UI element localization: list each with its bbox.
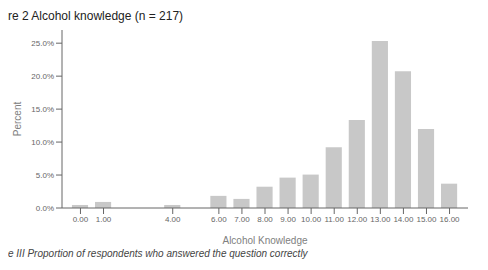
svg-text:5.0%: 5.0%: [36, 171, 54, 180]
svg-text:14.00: 14.00: [393, 215, 414, 224]
svg-text:16.00: 16.00: [440, 215, 461, 224]
svg-text:7.00: 7.00: [234, 215, 250, 224]
svg-text:0.00: 0.00: [73, 215, 89, 224]
svg-text:Alcohol Knowledge: Alcohol Knowledge: [222, 235, 307, 246]
html-text:re 2 Alcohol knowledge (n = 21: re 2 Alcohol knowledge (n = 217): [8, 9, 184, 23]
svg-text:10.0%: 10.0%: [31, 138, 54, 147]
svg-text:4.00: 4.00: [165, 215, 181, 224]
svg-text:20.0%: 20.0%: [31, 72, 54, 81]
svg-text:25.0%: 25.0%: [31, 39, 54, 48]
svg-text:10.00: 10.00: [301, 215, 322, 224]
svg-text:9.00: 9.00: [280, 215, 296, 224]
svg-text:8.00: 8.00: [257, 215, 273, 224]
svg-text:Percent: Percent: [12, 102, 23, 137]
svg-text:15.0%: 15.0%: [31, 105, 54, 114]
svg-text:12.00: 12.00: [347, 215, 368, 224]
svg-text:11.00: 11.00: [324, 215, 344, 224]
svg-text:1.00: 1.00: [96, 215, 112, 224]
html-text:e III Proportion of respondent: e III Proportion of respondents who answ…: [8, 248, 308, 259]
svg-text:13.00: 13.00: [370, 215, 391, 224]
svg-text:0.0%: 0.0%: [36, 204, 54, 213]
svg-text:6.00: 6.00: [211, 215, 227, 224]
svg-text:15.00: 15.00: [416, 215, 437, 224]
